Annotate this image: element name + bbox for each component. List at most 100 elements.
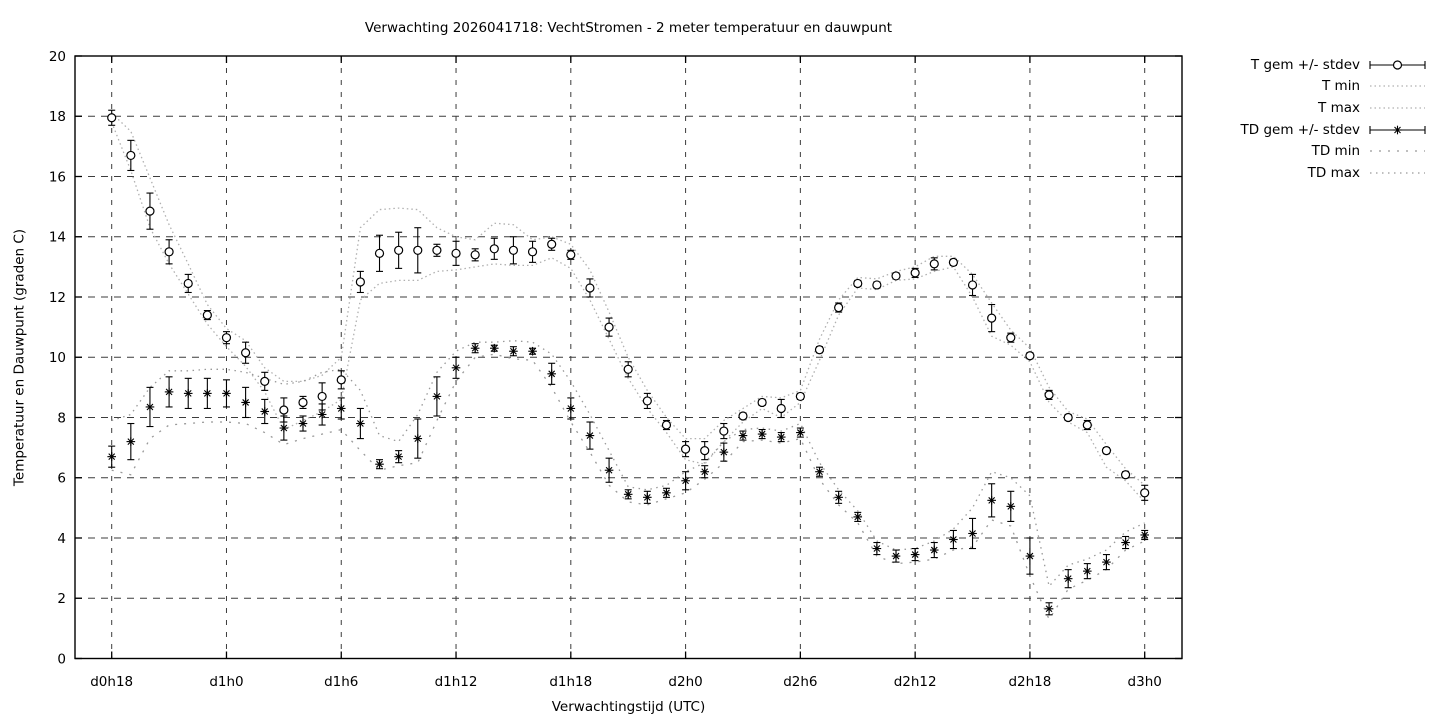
asterisk-marker	[223, 390, 230, 397]
asterisk-marker	[108, 453, 116, 461]
circle-marker	[126, 150, 136, 161]
circle-marker	[1082, 420, 1092, 430]
legend-sample	[1370, 107, 1425, 109]
asterisk-marker	[1083, 567, 1091, 575]
legend-row: T gem +/- stdev	[1241, 54, 1426, 76]
x-tick-label: d1h6	[324, 674, 358, 690]
asterisk-marker	[146, 403, 154, 411]
asterisk-marker	[165, 388, 173, 396]
asterisk-marker	[950, 536, 957, 543]
asterisk-marker	[1141, 531, 1149, 539]
asterisk-marker	[1122, 539, 1129, 546]
circle-marker	[164, 247, 174, 257]
legend-row: TD min	[1241, 140, 1426, 162]
x-tick-label: d1h18	[549, 674, 592, 690]
asterisk-marker	[490, 344, 498, 352]
y-tick-label: 6	[57, 471, 66, 487]
circle-marker	[432, 245, 442, 255]
asterisk-marker	[643, 493, 651, 501]
circle-marker	[470, 250, 480, 260]
asterisk-marker	[127, 438, 135, 445]
circle-marker	[700, 446, 710, 456]
x-axis-label: Verwachtingstijd (UTC)	[551, 699, 706, 715]
td-gem-stdev-series	[107, 343, 1149, 616]
circle-marker	[451, 248, 461, 258]
x-tick-label: d0h18	[90, 674, 133, 690]
circle-marker	[202, 310, 212, 320]
circle-marker	[413, 245, 423, 255]
grid	[75, 56, 1182, 659]
asterisk-marker	[376, 460, 383, 468]
y-tick-label: 20	[49, 49, 66, 65]
circle-marker	[987, 313, 997, 323]
legend: T gem +/- stdev T min T max TD gem +/- stde…	[1241, 54, 1426, 184]
asterisk-marker	[452, 364, 460, 372]
circle-marker	[489, 244, 499, 254]
asterisk-marker	[1103, 558, 1110, 566]
t-gem-stdev-series	[107, 109, 1150, 501]
asterisk-marker	[739, 432, 747, 439]
legend-row: TD max	[1241, 162, 1426, 184]
circle-marker	[183, 278, 193, 289]
legend-sample	[1370, 85, 1425, 88]
legend-sample	[1369, 125, 1426, 134]
circle-marker	[910, 268, 920, 278]
circle-marker	[757, 397, 767, 408]
asterisk-marker	[720, 448, 728, 456]
asterisk-marker	[892, 552, 900, 560]
y-tick-label: 2	[57, 591, 66, 607]
asterisk-marker	[1045, 605, 1053, 613]
asterisk-marker	[988, 496, 996, 504]
x-tick-label: d1h12	[435, 674, 478, 690]
y-tick-label: 16	[49, 169, 66, 185]
axes: 0 2 4 6 8 10 12 14 16 18 20 d0h18 d1h0 d1h6 d1h12 d1h18…	[49, 49, 1183, 690]
asterisk-marker	[969, 530, 976, 537]
asterisk-marker	[203, 390, 211, 397]
y-tick-label: 18	[49, 109, 66, 125]
circle-marker	[853, 278, 863, 289]
legend-label: TD gem +/- stdev	[1240, 121, 1360, 138]
circle-marker	[604, 322, 614, 332]
asterisk-marker	[337, 405, 345, 412]
asterisk-marker	[796, 429, 804, 436]
circle-marker	[814, 345, 825, 355]
asterisk-marker	[395, 453, 403, 461]
circle-marker	[680, 444, 691, 454]
circle-marker	[776, 403, 786, 414]
legend-sample	[1370, 150, 1425, 152]
asterisk-marker	[930, 546, 938, 554]
t-min-curve	[111, 122, 1146, 503]
t-max-curve	[111, 112, 1146, 486]
circle-marker	[508, 245, 519, 255]
asterisk-marker	[663, 489, 670, 497]
y-tick-label: 8	[57, 410, 66, 426]
circle-marker	[795, 391, 805, 402]
asterisk-marker	[414, 435, 422, 442]
legend-label: TD max	[1307, 164, 1360, 181]
circle-marker	[967, 280, 978, 290]
asterisk-marker	[682, 477, 689, 485]
legend-label: T max	[1318, 99, 1360, 116]
circle-marker	[1140, 488, 1150, 498]
circle-marker	[623, 364, 633, 374]
circle-marker	[547, 239, 557, 249]
asterisk-marker	[567, 405, 575, 412]
asterisk-marker	[873, 545, 881, 552]
asterisk-marker	[184, 390, 192, 397]
x-tick-label: d2h6	[783, 674, 817, 690]
asterisk-marker	[701, 468, 709, 476]
asterisk-marker	[318, 411, 326, 418]
asterisk-marker	[548, 370, 556, 378]
y-tick-label: 12	[49, 290, 66, 306]
circle-marker	[241, 348, 251, 358]
circle-marker	[929, 259, 939, 269]
x-tick-label: d3h0	[1128, 674, 1162, 690]
asterisk-marker	[529, 347, 536, 355]
circle-marker	[661, 420, 672, 430]
circle-marker	[260, 376, 270, 386]
circle-marker	[355, 277, 365, 287]
asterisk-marker	[1007, 502, 1015, 510]
circle-marker	[107, 113, 117, 123]
